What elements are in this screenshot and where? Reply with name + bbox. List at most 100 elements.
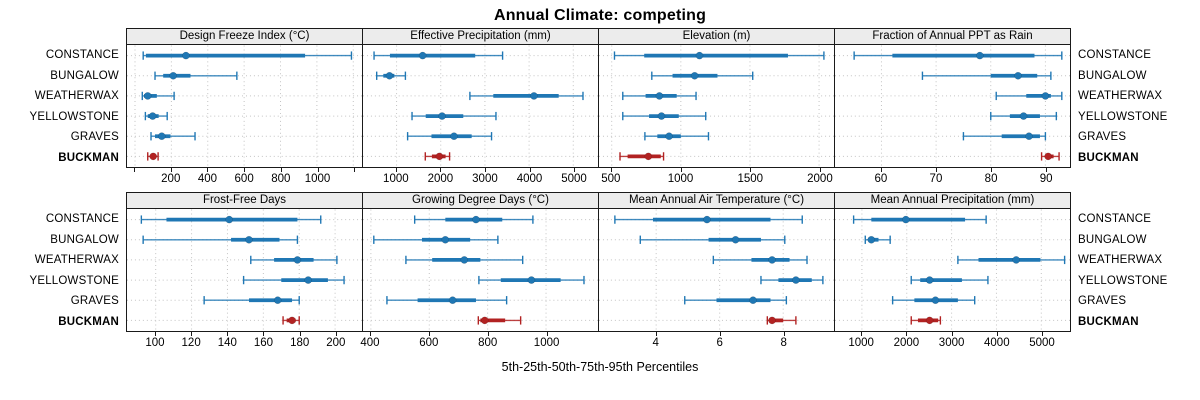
row-labels-left: CONSTANCE BUNGALOW WEATHERWAX YELLOWSTONE GR… xyxy=(0,28,126,190)
panel-axis-mean-annual-precipitation-mm: 1000 2000 3000 4000 5000 xyxy=(834,332,1071,354)
axis-tick-label: 2000 xyxy=(807,173,833,185)
panel-strip-frost-free-days: Frost-Free Days xyxy=(126,192,363,209)
row-label-weatherwax: WEATHERWAX xyxy=(34,254,119,267)
panel-plot-fraction-of-annual-ppt-as-rain xyxy=(834,45,1071,168)
figure-caption: 5th-25th-50th-75th-95th Percentiles xyxy=(501,360,699,374)
row-label-graves: GRAVES xyxy=(1078,295,1127,308)
series-bungalow xyxy=(864,235,891,244)
axis-tick-label: 500 xyxy=(601,173,621,185)
axis-tick xyxy=(991,168,993,172)
axis-tick-label: 600 xyxy=(419,337,439,349)
series-constance xyxy=(142,51,353,60)
panels-row: Frost-Free Days 100 120 140 160 180 200 Growing… xyxy=(126,192,1071,354)
panels-row: Design Freeze Index (°C) 200 400 600 800 1000… xyxy=(126,28,1071,190)
axis-tick-label: 160 xyxy=(253,337,274,349)
series-constance xyxy=(140,215,322,224)
row-label-yellowstone: YELLOWSTONE xyxy=(1078,274,1168,287)
panel-plot-growing-degree-days-c xyxy=(362,209,599,332)
row-labels-left: CONSTANCE BUNGALOW WEATHERWAX YELLOWSTONE GR… xyxy=(0,192,126,354)
axis-tick-label: 1000 xyxy=(533,337,560,349)
axis-tick xyxy=(487,332,489,336)
series-weatherwax xyxy=(250,255,338,265)
series-yellowstone xyxy=(478,275,585,285)
series-graves xyxy=(203,296,300,305)
axis-tick xyxy=(880,168,882,172)
row-label-graves: GRAVES xyxy=(70,131,119,144)
axis-tick-label: 400 xyxy=(197,173,218,185)
row-label-weatherwax: WEATHERWAX xyxy=(1078,90,1163,103)
row-labels-right: CONSTANCE BUNGALOW WEATHERWAX YELLOWSTONE GR… xyxy=(1071,192,1197,354)
row-label-buckman: BUCKMAN xyxy=(1078,151,1139,164)
axis-tick xyxy=(154,332,156,336)
axis-tick xyxy=(354,168,356,172)
panel-growing-degree-days-c: Growing Degree Days (°C) 400 600 800 1000 xyxy=(360,192,599,354)
axis-tick-label: 100 xyxy=(145,337,165,349)
axis-tick xyxy=(440,168,442,172)
series-yellowstone xyxy=(144,111,168,121)
axis-tick-label: 4 xyxy=(652,337,659,349)
axis-tick xyxy=(428,332,430,336)
axis-tick-label: 400 xyxy=(360,337,380,349)
series-constance xyxy=(853,51,1063,60)
panel-axis-frost-free-days: 100 120 140 160 180 200 xyxy=(126,332,363,354)
axis-tick xyxy=(395,168,397,172)
figure-title: Annual Climate: competing xyxy=(493,7,707,24)
axis-tick xyxy=(906,332,908,336)
series-weatherwax xyxy=(622,91,697,101)
axis-tick-label: 140 xyxy=(217,337,237,349)
series-bungalow xyxy=(375,71,407,80)
axis-tick xyxy=(244,168,246,172)
panel-frost-free-days: Frost-Free Days 100 120 140 160 180 200 xyxy=(126,192,363,354)
series-weatherwax xyxy=(469,91,584,101)
panel-fraction-of-annual-ppt-as-rain: Fraction of Annual PPT as Rain 60 70 80 90 xyxy=(834,28,1071,190)
panel-elevation-m: Elevation (m) 500 1000 1500 2000 xyxy=(598,28,835,190)
row-label-buckman: BUCKMAN xyxy=(1078,315,1139,328)
axis-tick-label: 80 xyxy=(984,173,998,185)
series-graves xyxy=(891,296,976,305)
axis-tick xyxy=(191,332,193,336)
axis-tick-label: 4000 xyxy=(516,173,543,185)
panel-axis-mean-annual-air-temperature-c: 4 6 8 xyxy=(598,332,835,354)
axis-tick xyxy=(263,332,265,336)
axis-tick xyxy=(207,168,209,172)
series-constance xyxy=(614,215,803,224)
row-label-bungalow: BUNGALOW xyxy=(1078,233,1147,246)
axis-tick xyxy=(610,168,612,172)
panel-strip-mean-annual-air-temperature-c: Mean Annual Air Temperature (°C) xyxy=(598,192,835,209)
axis-tick-label: 70 xyxy=(929,173,943,185)
panel-axis-effective-precipitation-mm: 1000 2000 3000 4000 5000 xyxy=(362,168,599,190)
axis-tick-label: 1000 xyxy=(667,173,694,185)
axis-tick xyxy=(783,332,785,336)
axis-tick-label: 1500 xyxy=(737,173,764,185)
axis-tick-label: 90 xyxy=(1039,173,1053,185)
axis-tick xyxy=(655,332,657,336)
axis-tick-label: 180 xyxy=(290,337,310,349)
panel-strip-effective-precipitation-mm: Effective Precipitation (mm) xyxy=(362,28,599,45)
series-graves xyxy=(962,132,1047,141)
row-label-weatherwax: WEATHERWAX xyxy=(34,90,119,103)
series-buckman xyxy=(282,316,300,325)
panel-plot-effective-precipitation-mm xyxy=(362,45,599,168)
series-constance xyxy=(373,51,504,60)
series-buckman xyxy=(1040,152,1060,161)
panel-plot-frost-free-days xyxy=(126,209,363,332)
axis-tick-label: 3000 xyxy=(472,173,498,185)
axis-tick-label: 200 xyxy=(326,337,346,349)
series-yellowstone xyxy=(622,111,707,121)
axis-tick-label: 3000 xyxy=(938,337,965,349)
row-label-buckman: BUCKMAN xyxy=(58,315,119,328)
series-bungalow xyxy=(142,235,299,244)
panel-band-bottom: CONSTANCE BUNGALOW WEATHERWAX YELLOWSTONE GR… xyxy=(0,192,1200,354)
axis-tick xyxy=(369,332,371,336)
axis-tick-label: 120 xyxy=(181,337,201,349)
series-bungalow xyxy=(921,71,1052,80)
series-constance xyxy=(413,215,534,224)
panel-plot-mean-annual-air-temperature-c xyxy=(598,209,835,332)
panel-axis-elevation-m: 500 1000 1500 2000 xyxy=(598,168,835,190)
series-bungalow xyxy=(373,235,499,244)
panel-plot-design-freeze-index-c xyxy=(126,45,363,168)
panel-strip-fraction-of-annual-ppt-as-rain: Fraction of Annual PPT as Rain xyxy=(834,28,1071,45)
row-labels-right: CONSTANCE BUNGALOW WEATHERWAX YELLOWSTONE GR… xyxy=(1071,28,1197,190)
panel-plot-elevation-m xyxy=(598,45,835,168)
